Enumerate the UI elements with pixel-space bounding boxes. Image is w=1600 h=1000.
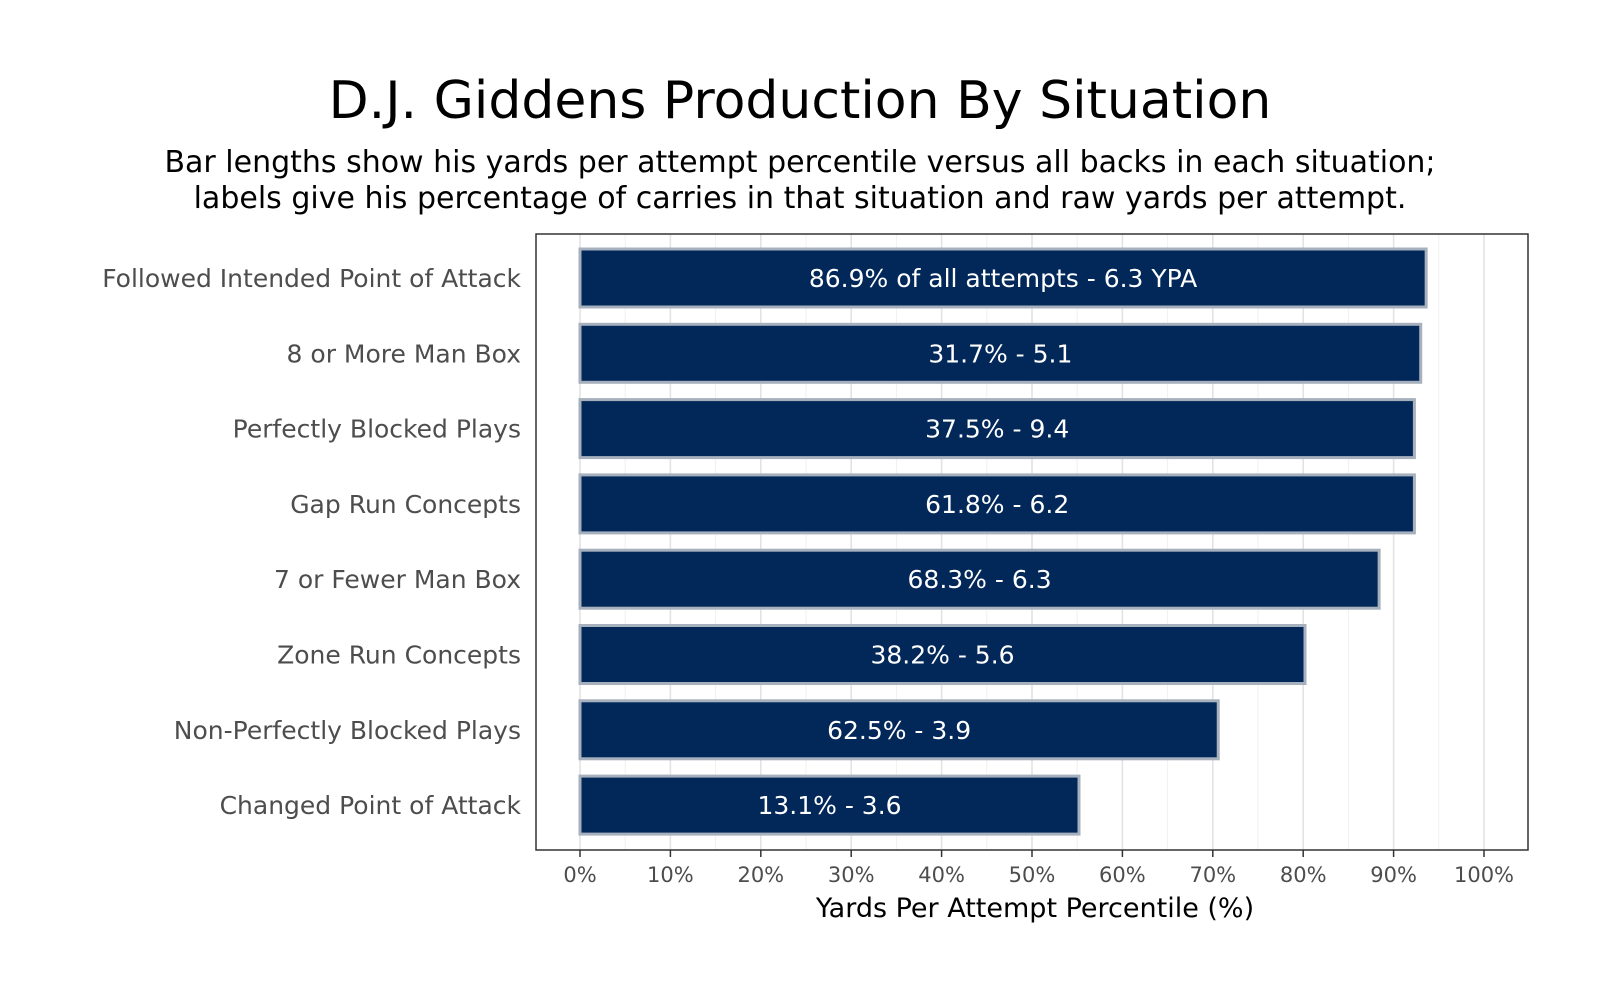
bar-label: 31.7% - 5.1 (928, 339, 1072, 368)
bar-label: 61.8% - 6.2 (925, 490, 1069, 519)
category-label: Perfectly Blocked Plays (233, 415, 521, 444)
category-labels: Followed Intended Point of Attack 8 or Mo… (102, 264, 521, 820)
category-label: Followed Intended Point of Attack (102, 264, 521, 293)
category-label: 7 or Fewer Man Box (274, 565, 521, 594)
bar (578, 398, 1416, 460)
bar (578, 624, 1307, 685)
bar (578, 699, 1220, 761)
x-tick-label: 50% (1009, 863, 1056, 887)
bar (578, 247, 1428, 309)
x-axis-ticks: 0% 10% 20% 30% 40% 50% 60% 70% 80% 90% 100% (563, 850, 1514, 887)
category-label: Changed Point of Attack (220, 791, 522, 820)
x-tick-label: 60% (1099, 863, 1146, 887)
bar-label: 37.5% - 9.4 (925, 415, 1069, 444)
bar-label: 13.1% - 3.6 (757, 791, 901, 820)
category-label: Gap Run Concepts (290, 490, 521, 519)
x-tick-label: 40% (918, 863, 965, 887)
x-axis-title: Yards Per Attempt Percentile (%) (815, 893, 1254, 924)
x-tick-label: 70% (1189, 863, 1236, 887)
x-tick-label: 20% (737, 863, 784, 887)
x-tick-label: 80% (1280, 863, 1327, 887)
plot-panel-border (535, 233, 1529, 851)
x-tick-label: 90% (1370, 863, 1417, 887)
x-tick-label: 30% (828, 863, 875, 887)
bar-label: 86.9% of all attempts - 6.3 YPA (809, 264, 1197, 293)
x-tick-label: 100% (1454, 863, 1514, 887)
bar (578, 322, 1423, 384)
x-tick-label: 10% (647, 863, 694, 887)
x-tick-label: 0% (563, 863, 596, 887)
bar-label: 68.3% - 6.3 (908, 565, 1052, 594)
category-label: Non-Perfectly Blocked Plays (174, 716, 521, 745)
bar (578, 548, 1381, 610)
bars: 86.9% of all attempts - 6.3 YPA 31.7% - 5… (578, 247, 1428, 836)
chart-subtitle-line-2: labels give his percentage of carries in… (194, 181, 1407, 216)
bar-label: 62.5% - 3.9 (827, 716, 971, 745)
chart-subtitle-line-1: Bar lengths show his yards per attempt p… (164, 145, 1435, 180)
bar (578, 774, 1081, 836)
category-label: Zone Run Concepts (277, 641, 521, 670)
chart-title: D.J. Giddens Production By Situation (329, 71, 1272, 131)
category-label: 8 or More Man Box (287, 339, 521, 368)
bar (578, 473, 1416, 535)
bar-label: 38.2% - 5.6 (870, 641, 1014, 670)
